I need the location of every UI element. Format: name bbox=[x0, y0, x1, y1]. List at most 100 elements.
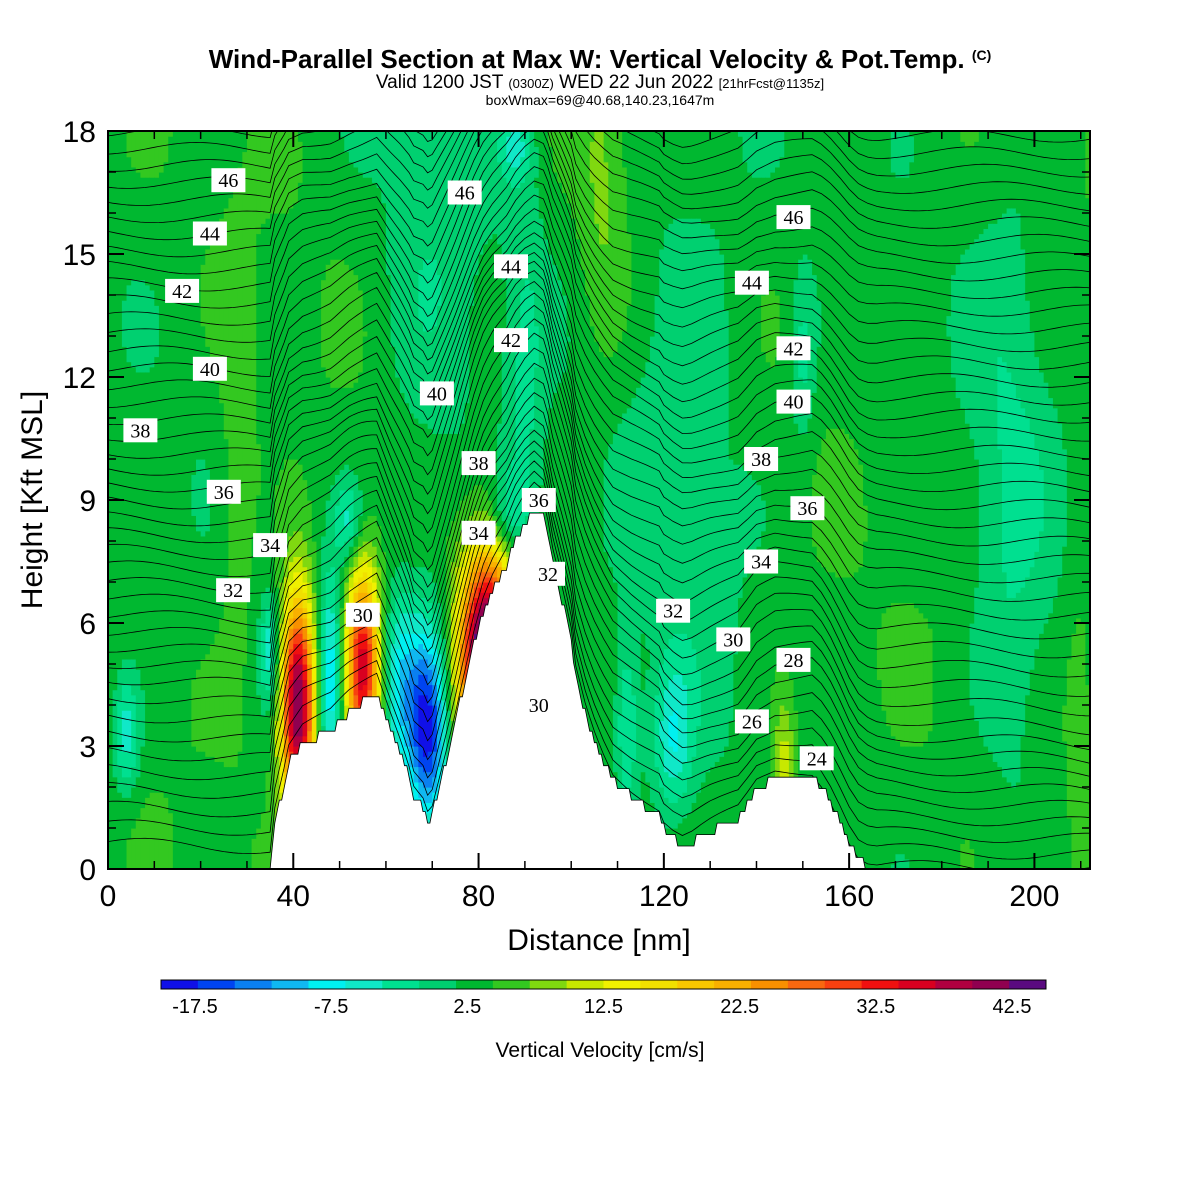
velocity-cell bbox=[487, 556, 494, 568]
velocity-cell bbox=[1001, 776, 1008, 869]
terrain bbox=[108, 512, 1090, 869]
theta-contour-line bbox=[108, 131, 1090, 212]
valid-prefix: Valid 1200 JST bbox=[375, 72, 504, 93]
velocity-cell bbox=[135, 371, 142, 670]
velocity-cell bbox=[265, 669, 271, 691]
x-tick-label: 200 bbox=[1009, 880, 1059, 913]
velocity-cell bbox=[302, 479, 308, 542]
velocity-cell bbox=[353, 166, 359, 276]
theta-contour-line bbox=[108, 131, 1090, 160]
velocity-cell bbox=[284, 664, 290, 686]
velocity-cell bbox=[464, 612, 470, 629]
y-tick-label: 18 bbox=[63, 116, 96, 149]
velocity-cell bbox=[330, 648, 336, 711]
velocity-cell bbox=[890, 131, 897, 173]
velocity-cell bbox=[418, 612, 424, 634]
colorbar: -17.5 -7.5 2.5 12.5 22.5 32.5 42.5 bbox=[160, 979, 1047, 1018]
colorbar-swatch bbox=[456, 980, 494, 989]
velocity-cell bbox=[626, 305, 633, 409]
velocity-cell bbox=[1001, 361, 1008, 573]
contour-label: 32 bbox=[216, 578, 251, 603]
velocity-cell bbox=[450, 131, 456, 434]
contour-label: 42 bbox=[494, 328, 528, 353]
velocity-cell bbox=[404, 402, 410, 563]
velocity-cell bbox=[997, 448, 1003, 768]
theta-contour-line bbox=[108, 152, 1090, 388]
velocity-cell bbox=[724, 310, 730, 747]
velocity-cell bbox=[284, 617, 290, 634]
velocity-cell bbox=[478, 592, 484, 604]
velocity-cell bbox=[121, 684, 128, 711]
velocity-cell bbox=[214, 228, 220, 383]
velocity-cell bbox=[348, 546, 355, 557]
velocity-cell bbox=[691, 218, 697, 650]
velocity-cell bbox=[983, 228, 989, 747]
velocity-cell bbox=[293, 735, 299, 747]
contour-label-box bbox=[734, 270, 769, 295]
contour-label-box bbox=[216, 578, 251, 603]
velocity-cell bbox=[427, 751, 433, 773]
velocity-cell bbox=[381, 551, 387, 716]
velocity-cell bbox=[219, 402, 225, 619]
velocity-cell bbox=[1057, 576, 1063, 869]
velocity-cell bbox=[135, 131, 142, 173]
velocity-cell bbox=[469, 612, 475, 624]
velocity-cell bbox=[793, 710, 799, 824]
velocity-cell bbox=[274, 131, 280, 214]
velocity-cell bbox=[677, 218, 683, 634]
velocity-cell bbox=[358, 131, 364, 173]
velocity-cell bbox=[339, 469, 345, 491]
velocity-cell bbox=[149, 131, 155, 178]
contour-label: 38 bbox=[123, 418, 158, 443]
velocity-cell bbox=[214, 761, 220, 869]
velocity-cell bbox=[853, 448, 859, 573]
velocity-cell bbox=[307, 633, 313, 645]
velocity-cell bbox=[830, 131, 836, 429]
terrain-fill bbox=[108, 512, 1090, 869]
velocity-cell bbox=[1029, 669, 1036, 869]
velocity-cell bbox=[751, 479, 758, 557]
velocity-cell bbox=[909, 136, 915, 163]
contour-label-text: 42 bbox=[172, 281, 192, 303]
velocity-cell bbox=[997, 766, 1003, 869]
velocity-cell bbox=[279, 469, 285, 583]
theta-contour-line bbox=[108, 347, 1090, 678]
velocity-cell bbox=[399, 592, 406, 614]
velocity-cell bbox=[960, 254, 966, 409]
velocity-cell bbox=[497, 136, 503, 163]
velocity-cell bbox=[293, 628, 299, 634]
velocity-cell bbox=[659, 248, 665, 665]
velocity-cell bbox=[163, 131, 169, 163]
contour-label: 36 bbox=[521, 488, 556, 512]
velocity-cell bbox=[728, 131, 734, 460]
velocity-cell bbox=[696, 669, 702, 727]
velocity-cell bbox=[654, 131, 660, 296]
velocity-cell bbox=[362, 541, 368, 552]
velocity-cell bbox=[209, 238, 216, 363]
velocity-cell bbox=[710, 766, 716, 869]
velocity-cell bbox=[330, 131, 336, 260]
contour-label-box bbox=[206, 479, 241, 504]
velocity-cell bbox=[418, 746, 424, 768]
velocity-cell bbox=[520, 289, 526, 527]
contour-label-box bbox=[799, 746, 834, 771]
chart-title: Wind-Parallel Section at Max W: Vertical… bbox=[0, 44, 1200, 75]
velocity-cell bbox=[1034, 448, 1040, 552]
velocity-cell bbox=[1085, 131, 1090, 199]
velocity-cell bbox=[376, 187, 382, 527]
velocity-cell bbox=[747, 172, 753, 475]
velocity-cell bbox=[510, 166, 517, 188]
velocity-cell bbox=[131, 279, 137, 368]
velocity-cell bbox=[659, 740, 665, 788]
velocity-cell bbox=[659, 664, 665, 721]
theta-contour-line bbox=[108, 450, 1090, 810]
velocity-cell bbox=[325, 131, 331, 265]
velocity-cell bbox=[348, 633, 355, 706]
velocity-cell bbox=[158, 792, 165, 869]
velocity-cell bbox=[501, 556, 507, 568]
velocity-cell bbox=[645, 669, 651, 783]
velocity-cell bbox=[432, 705, 438, 752]
velocity-cell bbox=[747, 131, 753, 173]
velocity-cell bbox=[455, 131, 461, 434]
